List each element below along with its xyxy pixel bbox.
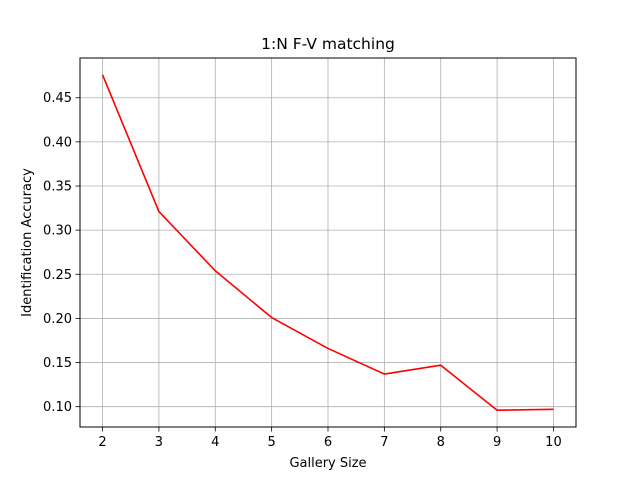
y-tick-label: 0.25	[43, 268, 72, 283]
x-tick-label: 8	[437, 435, 445, 450]
y-tick-label: 0.35	[43, 180, 72, 195]
x-axis-label: Gallery Size	[289, 456, 366, 471]
y-tick-label: 0.30	[43, 224, 72, 239]
y-tick-label: 0.10	[43, 400, 72, 415]
x-tick-label: 3	[155, 435, 163, 450]
series-line	[101, 74, 554, 412]
y-tick-label: 0.40	[43, 135, 72, 150]
y-axis-ticks: 0.10 0.15 0.20 0.25 0.30 0.35 0.40 0.45	[43, 91, 80, 415]
x-axis-ticks: 2 3 4 5 6 7 8 9 10	[98, 427, 562, 450]
chart-title: 1:N F-V matching	[261, 35, 395, 53]
x-tick-label: 10	[545, 435, 562, 450]
series-layer	[101, 74, 554, 412]
y-tick-label: 0.20	[43, 312, 72, 327]
x-tick-label: 2	[98, 435, 106, 450]
x-tick-label: 9	[493, 435, 501, 450]
y-tick-label: 0.15	[43, 356, 72, 371]
x-tick-label: 4	[211, 435, 219, 450]
y-tick-label: 0.45	[43, 91, 72, 106]
x-tick-label: 7	[380, 435, 388, 450]
x-tick-label: 6	[324, 435, 332, 450]
grid-lines	[80, 58, 576, 427]
x-tick-label: 5	[267, 435, 275, 450]
y-axis-label: Identification Accuracy	[20, 168, 35, 317]
